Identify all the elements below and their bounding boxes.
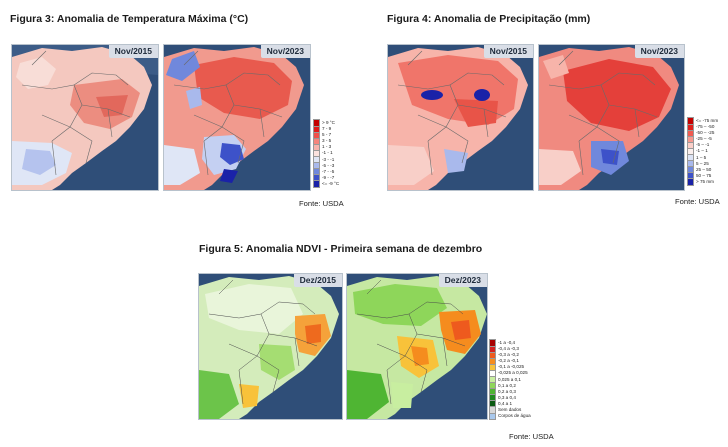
- legend-item: <= -9 °C: [313, 180, 340, 188]
- legend-label: 5 – 25: [696, 160, 709, 166]
- legend-label: <= -9 °C: [322, 180, 340, 186]
- legend-label: -1 – 1: [696, 148, 708, 154]
- map-date-label: Dez/2015: [293, 274, 342, 287]
- legend-label: 3 - 5: [322, 138, 332, 144]
- ndvi-map-2023: Dez/2023: [346, 273, 488, 420]
- legend-label: -0,025 a 0,025: [498, 370, 528, 376]
- legend-label: -25 – -5: [696, 136, 712, 142]
- figure-5-title: Figura 5: Anomalia NDVI - Primeira seman…: [199, 243, 483, 255]
- legend-label: -75 – -50: [696, 124, 715, 130]
- legend-label: -0,3 a -0,2: [498, 352, 519, 358]
- legend-label: -3 - -1: [322, 156, 335, 162]
- legend-label: -0,4 a -0,3: [498, 346, 519, 352]
- legend-label: -0,1 a -0,025: [498, 364, 525, 370]
- legend-label: -1 a -0,4: [498, 340, 516, 345]
- legend-swatch: [313, 180, 320, 188]
- legend-label: -0,2 a -0,1: [498, 358, 519, 364]
- map-date-label: Nov/2023: [634, 45, 684, 58]
- legend-label: -5 – -1: [696, 142, 710, 148]
- legend-label: -7 - -5: [322, 168, 335, 174]
- legend-label: 1 – 5: [696, 154, 707, 160]
- legend-swatch: [489, 412, 496, 420]
- legend-label: 1 - 3: [322, 144, 332, 150]
- legend-label: -9 - -7: [322, 174, 335, 180]
- legend-label: 0,3 a 0,4: [498, 394, 516, 400]
- precipitation-map-2023: Nov/2023: [538, 44, 685, 191]
- map-date-label: Nov/2015: [108, 45, 158, 58]
- figure-3-source: Fonte: USDA: [299, 199, 344, 208]
- legend-label: 7 - 9: [322, 126, 332, 132]
- temperature-map-2023: Nov/2023: [163, 44, 311, 191]
- legend-label: -50 – -25: [696, 130, 715, 136]
- legend-label: 0,2 a 0,3: [498, 388, 516, 394]
- figure-4-source: Fonte: USDA: [675, 197, 720, 206]
- legend-label: > 9 °C: [322, 120, 335, 125]
- ndvi-legend: -1 a -0,4 -0,4 a -0,3 -0,3 a -0,2 -0,2 a -0…: [489, 339, 531, 420]
- figure-4-title: Figura 4: Anomalia de Precipitação (mm): [387, 13, 591, 25]
- legend-label: 0,1 a 0,2: [498, 382, 516, 388]
- precipitation-legend: <= -75 mm -75 – -50 -50 – -25 -25 – -5 -5 – …: [687, 117, 719, 186]
- legend-label: 50 – 75: [696, 172, 712, 178]
- figure-5-source: Fonte: USDA: [509, 432, 554, 441]
- legend-item: Corpos de água: [489, 412, 531, 420]
- legend-label: -1 - 1: [322, 150, 333, 156]
- precipitation-map-2015: Nov/2015: [387, 44, 534, 191]
- legend-label: 0,025 a 0,1: [498, 376, 521, 382]
- legend-label: > 75 mm: [696, 178, 714, 184]
- map-date-label: Nov/2023: [260, 45, 310, 58]
- map-date-label: Nov/2015: [483, 45, 533, 58]
- legend-item: > 75 mm: [687, 178, 718, 186]
- figure-3-title: Figura 3: Anomalia de Temperatura Máxima…: [10, 13, 249, 25]
- legend-swatch: [687, 178, 694, 186]
- legend-label: Corpos de água: [498, 413, 531, 419]
- legend-label: 0,4 a 1: [498, 400, 513, 406]
- legend-label: <= -75 mm: [696, 118, 719, 123]
- legend-label: Sem dados: [498, 407, 522, 413]
- legend-label: 5 - 7: [322, 132, 332, 138]
- ndvi-map-2015: Dez/2015: [198, 273, 343, 420]
- legend-label: -5 - -3: [322, 162, 335, 168]
- legend-label: 25 – 50: [696, 166, 712, 172]
- map-date-label: Dez/2023: [438, 274, 487, 287]
- temperature-map-2015: Nov/2015: [11, 44, 159, 191]
